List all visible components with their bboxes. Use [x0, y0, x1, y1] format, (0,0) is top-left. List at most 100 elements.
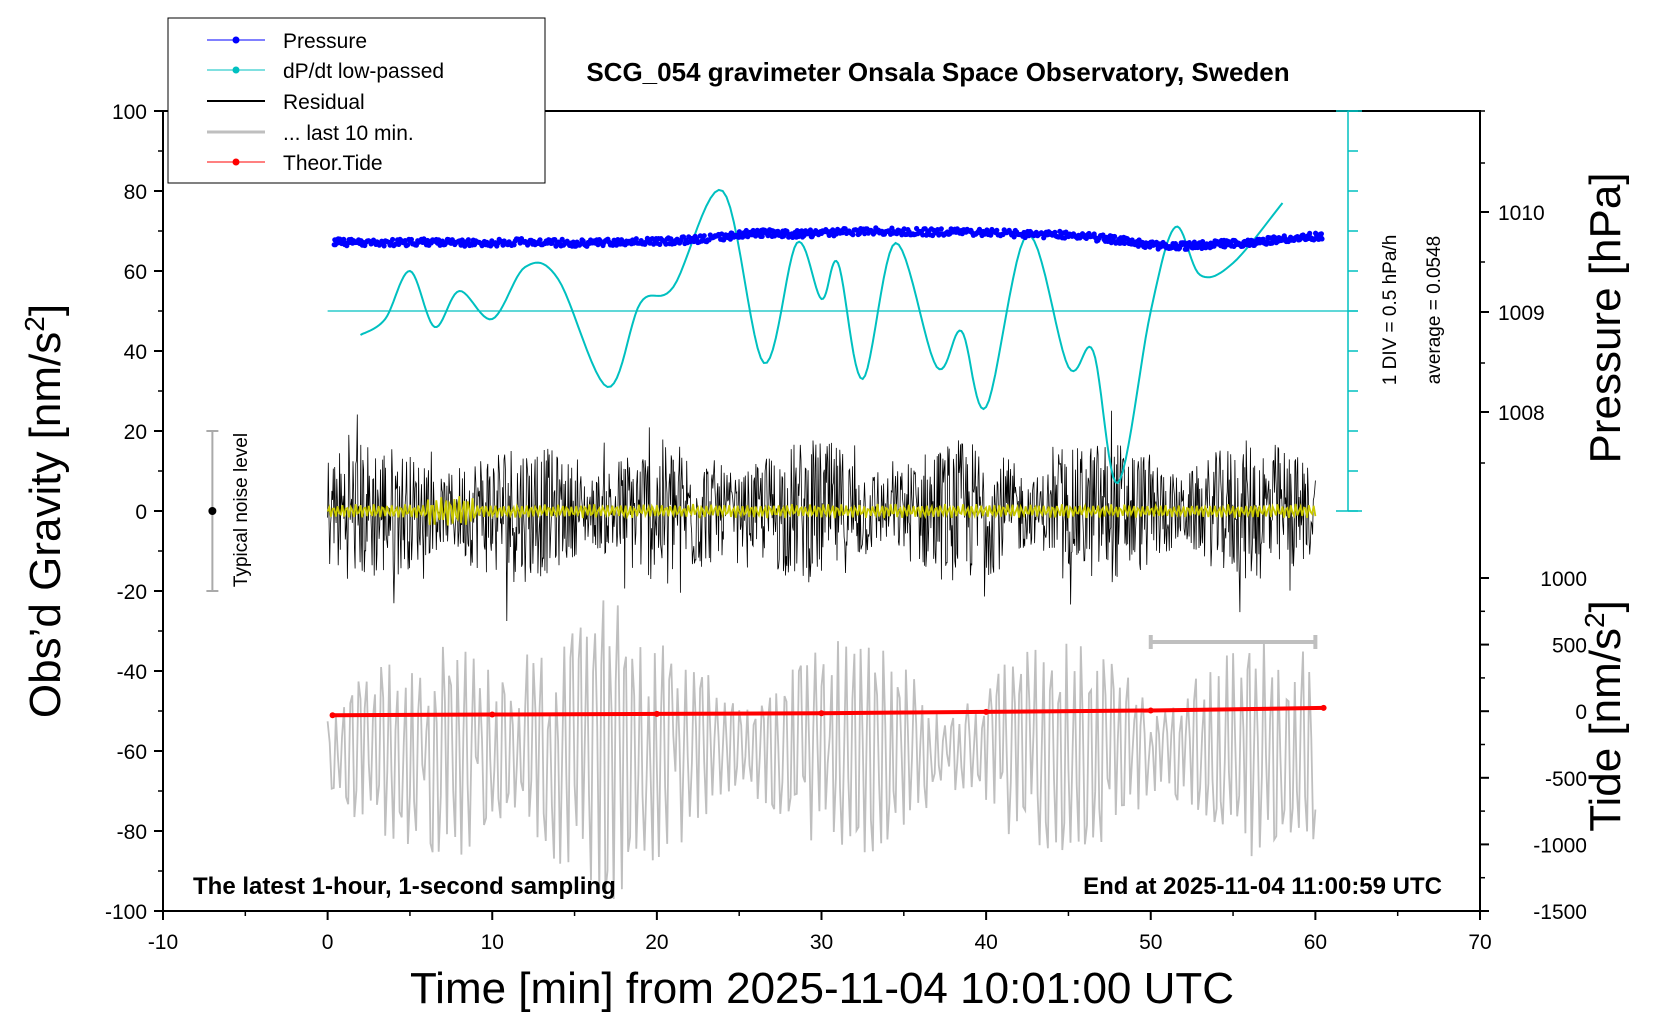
chart-title: SCG_054 gravimeter Onsala Space Observat… [586, 57, 1289, 87]
y-axis-title-left-main: Obs’d Gravity [nm/s [21, 332, 70, 718]
div-label: 1 DIV = 0.5 hPa/h [1380, 235, 1401, 386]
pressure-point [615, 237, 621, 243]
y-axis-title-left: Obs’d Gravity [nm/s2] [19, 304, 70, 718]
pressure-point [721, 237, 727, 243]
tide-point [653, 710, 660, 717]
pressure-point [408, 236, 414, 243]
x-tick-label-7: 60 [1304, 931, 1327, 954]
tide-axis-title-sup: 2 [1579, 612, 1610, 628]
pressure-tick-label-0: 1010 [1498, 202, 1545, 225]
decor-layer [206, 110, 1362, 649]
pressure-point [341, 236, 347, 242]
tide-tick-label-1: 500 [1552, 635, 1587, 658]
pressure-point [405, 242, 411, 248]
series-last10-line [326, 600, 1317, 900]
tide-axis-title-end: ] [1581, 600, 1630, 612]
legend-label-tide: Theor.Tide [283, 152, 383, 175]
x-tick-label-6: 50 [1139, 931, 1162, 954]
x-tick-label-2: 10 [481, 931, 504, 954]
tide-point [329, 712, 336, 719]
y-tick-label-4: -20 [117, 581, 147, 604]
pressure-tick-label-2: 1008 [1498, 402, 1545, 425]
y-tick-label-0: -100 [105, 901, 147, 924]
x-tick-label-3: 20 [645, 931, 668, 954]
pressure-point [920, 232, 926, 238]
y-tick-label-1: -80 [117, 821, 147, 844]
pressure-tick-labels: 1010 1009 1008 [1498, 202, 1545, 425]
series-dpdt-line [359, 188, 1284, 485]
y-tick-label-3: -40 [117, 661, 147, 684]
average-label: average = 0.0548 [1424, 236, 1445, 384]
tide-axis-title: Tide [nm/s2] [1579, 600, 1630, 832]
y-tick-label-10: 100 [112, 101, 147, 124]
pressure-point [1112, 233, 1118, 240]
y-tick-labels: -100 -80 -60 -40 -20 0 20 40 60 80 100 [105, 101, 147, 924]
pressure-point [1318, 231, 1324, 237]
y-tick-label-6: 20 [124, 421, 147, 444]
pressure-point [381, 243, 387, 249]
pressure-point [570, 239, 576, 245]
pressure-point [465, 237, 471, 243]
legend-label-pressure: Pressure [283, 30, 367, 53]
end-time-note: End at 2025-11-04 11:00:59 UTC [1083, 873, 1442, 900]
axis-ticks [154, 110, 1489, 920]
y-tick-label-5: 0 [135, 501, 147, 524]
tide-tick-label-0: 1000 [1540, 568, 1587, 591]
pressure-point [1011, 234, 1017, 240]
sampling-note: The latest 1-hour, 1-second sampling [193, 873, 616, 900]
pressure-point [759, 233, 765, 239]
legend-marker-dpdt [232, 66, 240, 74]
tide-tick-label-5: -1500 [1533, 901, 1587, 924]
pressure-axis-title: Pressure [hPa] [1581, 172, 1630, 463]
pressure-point [994, 227, 1000, 233]
tide-tick-label-2: 0 [1575, 701, 1587, 724]
legend-label-residual: Residual [283, 91, 365, 114]
pressure-point [862, 231, 868, 237]
tide-axis-title-main: Tide [nm/s [1581, 628, 1630, 832]
series-layer [326, 188, 1327, 900]
pressure-point [1307, 230, 1313, 236]
series-residual-lowpass-line [326, 496, 1317, 526]
y-tick-label-8: 60 [124, 261, 147, 284]
tide-point [1320, 704, 1327, 711]
tide-tick-labels: 1000 500 0 -500 -1000 -1500 [1533, 568, 1587, 924]
pressure-point [938, 226, 944, 232]
y-tick-label-7: 40 [124, 341, 147, 364]
x-tick-label-5: 40 [974, 931, 997, 954]
tide-point [818, 710, 825, 717]
tide-point [983, 708, 990, 715]
legend-label-dpdt: dP/dt low-passed [283, 60, 444, 83]
y-tick-label-2: -60 [117, 741, 147, 764]
x-tick-label-8: 70 [1468, 931, 1491, 954]
series-residual-line [327, 410, 1316, 622]
tide-point [489, 711, 496, 718]
y-tick-label-9: 80 [124, 181, 147, 204]
pressure-tick-label-1: 1009 [1498, 302, 1545, 325]
noise-bar-center [208, 507, 217, 515]
x-tick-label-1: 0 [322, 931, 334, 954]
pressure-point [701, 233, 707, 239]
legend-label-last10: ... last 10 min. [283, 122, 414, 145]
x-tick-labels: -10 0 10 20 30 40 50 60 70 [148, 931, 1492, 954]
legend-marker-tide [232, 158, 240, 166]
pressure-point [840, 230, 846, 236]
pressure-point [1184, 246, 1190, 252]
pressure-point [390, 236, 396, 243]
pressure-point [633, 236, 639, 242]
legend-marker-pressure [232, 36, 240, 44]
pressure-point [1319, 236, 1325, 242]
pressure-point [850, 232, 856, 238]
y-axis-title-left-end: ] [21, 304, 70, 316]
pressure-point [657, 241, 663, 247]
tide-tick-label-3: -500 [1545, 768, 1587, 791]
pressure-point [537, 237, 543, 243]
legend: Pressure dP/dt low-passed Residual ... l… [167, 17, 546, 184]
pressure-point [511, 242, 517, 248]
y-axis-title-left-sup: 2 [19, 316, 50, 332]
tide-point [1147, 707, 1154, 714]
x-axis-title: Time [min] from 2025-11-04 10:01:00 UTC [410, 964, 1234, 1013]
x-tick-label-0: -10 [148, 931, 178, 954]
x-tick-label-4: 30 [810, 931, 833, 954]
noise-level-label: Typical noise level [231, 433, 252, 587]
